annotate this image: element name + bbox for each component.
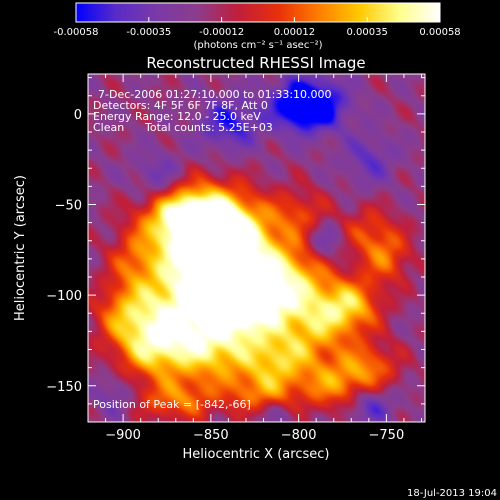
annotation-total-counts: Total counts: 5.25E+03 [144,121,273,134]
colorbar-tick-label: -0.00012 [199,27,244,38]
chart-title: Reconstructed RHESSI Image [146,54,365,72]
x-tick-label: −850 [193,428,229,443]
annotation-detectors: Detectors: 4F 5F 6F 7F 8F, Att 0 [93,99,268,112]
plot-area: −900 −850 −800 −750 0 −50 −100 −150 [46,73,426,443]
annotations: 7-Dec-2006 01:27:10.000 to 01:33:10.000 … [93,88,332,411]
y-axis-label: Heliocentric Y (arcsec) [13,175,28,321]
y-axis-ticks: 0 −50 −100 −150 [46,77,425,423]
colorbar-label: (photons cm⁻² s⁻¹ asec⁻²) [193,40,322,51]
annotation-peak: Position of Peak = [-842,-66] [93,398,251,411]
annotation-clean: Clean [93,121,124,134]
annotation-energy: Energy Range: 12.0 - 25.0 keV [93,110,261,123]
peak-marker [223,231,227,236]
colorbar-tick-label: -0.00035 [126,27,171,38]
plot-frame [87,73,426,423]
colorbar-tick-label: 0.00035 [347,27,388,38]
colorbar-strip [75,2,441,23]
y-tick-label: −150 [46,380,82,395]
y-tick-label: −50 [55,199,82,214]
heatmap-container [88,74,425,422]
x-axis-label: Heliocentric X (arcsec) [183,447,330,462]
heatmap-image [88,74,425,422]
x-tick-label: −750 [369,428,405,443]
colorbar-tick-label: 0.00012 [274,27,315,38]
x-tick-label: −800 [281,428,317,443]
x-axis-ticks: −900 −850 −800 −750 [87,74,422,443]
annotation-time-range: 7-Dec-2006 01:27:10.000 to 01:33:10.000 [98,88,332,101]
y-tick-label: −100 [46,289,82,304]
y-tick-label: 0 [74,108,82,123]
colorbar-tick-label: 0.00058 [419,27,460,38]
colorbar-ticks: -0.00058 -0.00035 -0.00012 0.00012 0.00035 0.… [54,17,461,38]
colorbar: -0.00058 -0.00035 -0.00012 0.00012 0.00035 0.… [54,2,461,51]
x-tick-label: −900 [105,428,141,443]
footer-timestamp: 18-Jul-2013 19:04 [407,488,497,499]
colorbar-tick-label: -0.00058 [54,27,99,38]
peak-point [223,231,227,236]
